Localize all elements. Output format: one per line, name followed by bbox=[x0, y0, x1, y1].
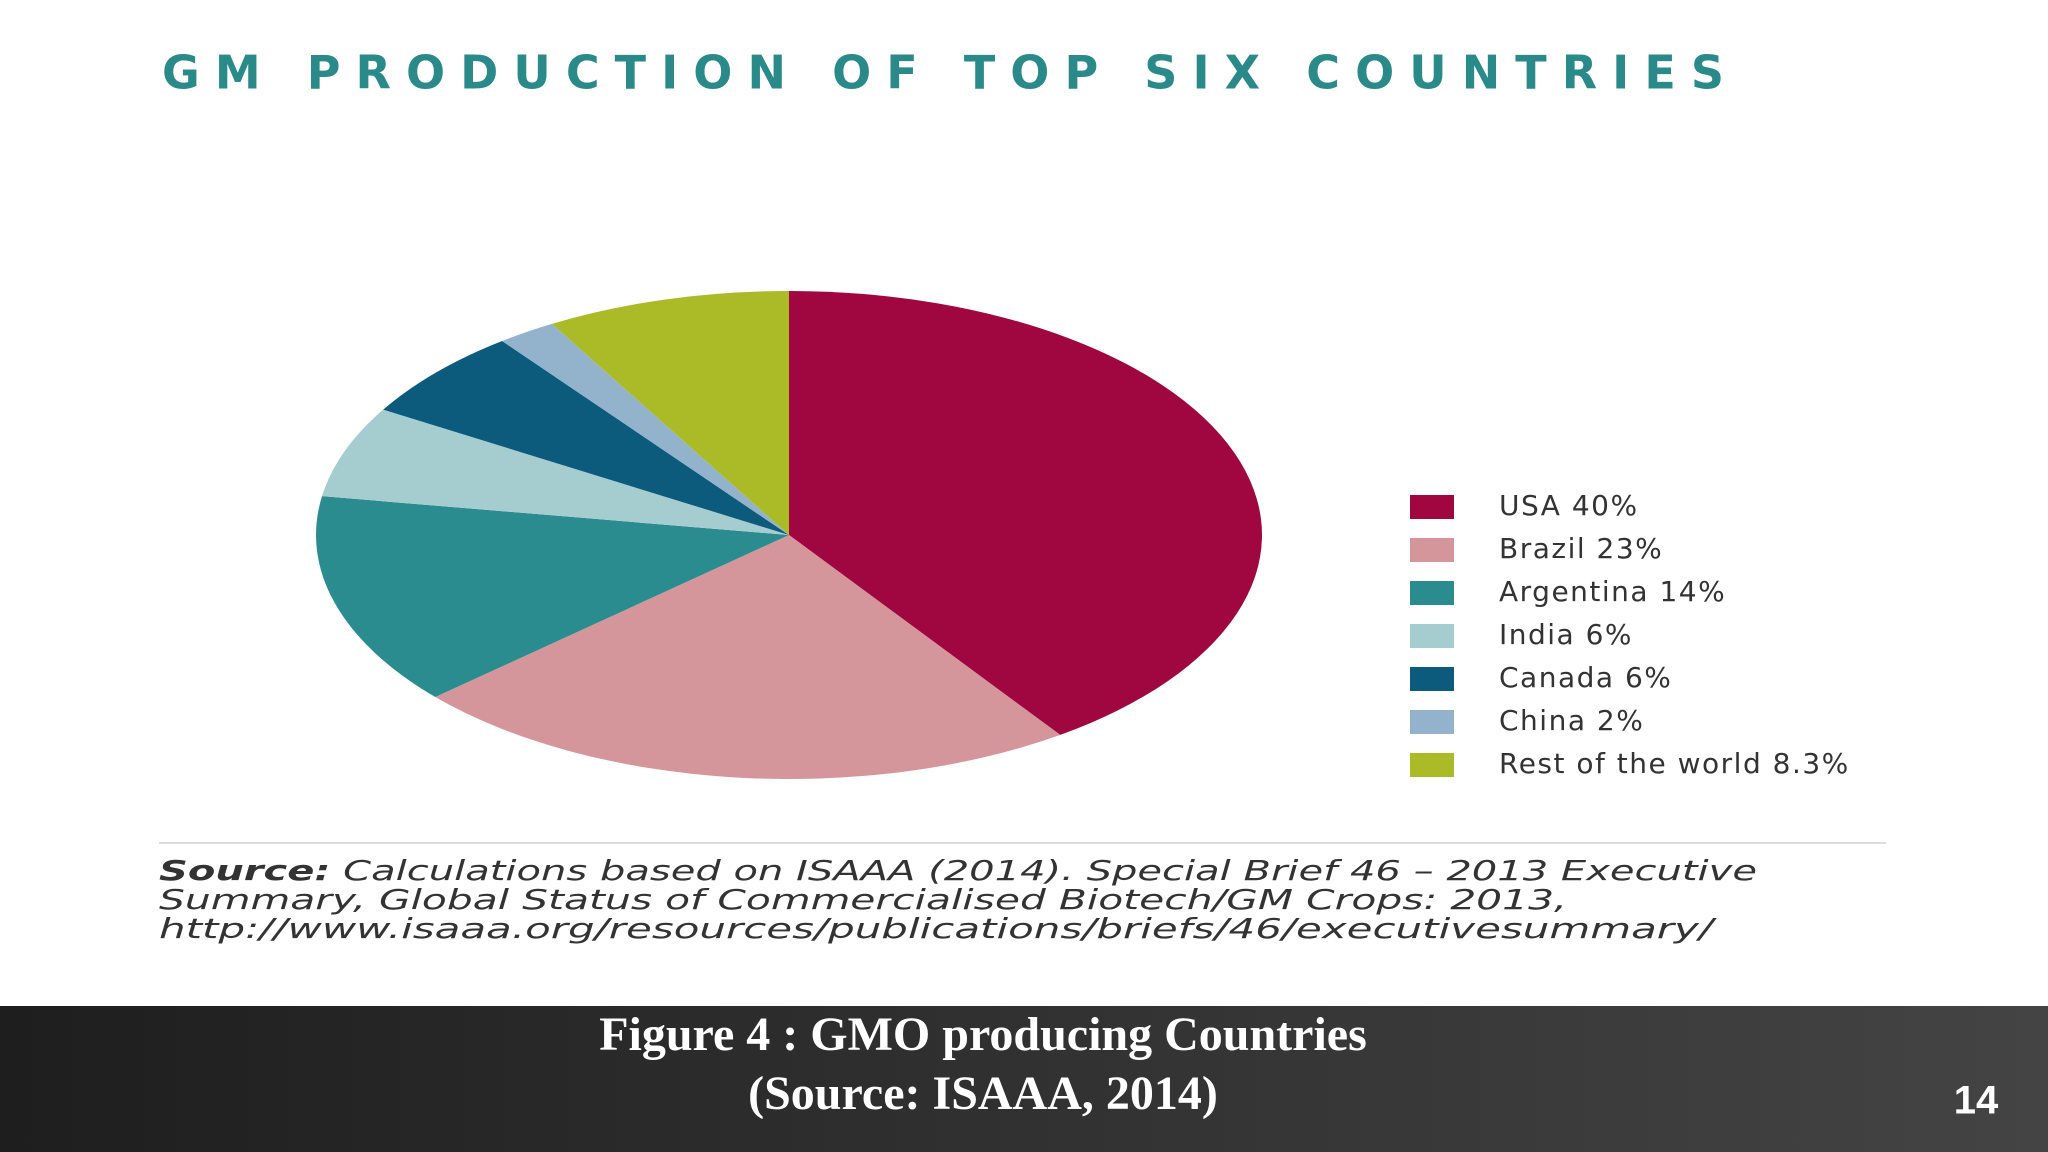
pie-slice bbox=[502, 323, 789, 535]
pie-slice bbox=[435, 535, 1061, 779]
caption: Figure 4 : GMO producing Countries bbox=[599, 1008, 1367, 1061]
legend-swatch bbox=[1410, 495, 1454, 519]
pie bbox=[315, 291, 1262, 779]
pie-slice bbox=[551, 291, 789, 535]
source-line: Summary, Global Status of Commercialised… bbox=[159, 883, 1567, 916]
caption: (Source: ISAAA, 2014) bbox=[748, 1067, 1218, 1120]
legend-label: Rest of the world 8.3% bbox=[1499, 747, 1850, 780]
legend-swatch bbox=[1410, 538, 1454, 562]
legend-label: Argentina 14% bbox=[1499, 575, 1726, 608]
source-line: http://www.isaaa.org/resources/publicati… bbox=[159, 912, 1717, 945]
legend-swatch bbox=[1410, 710, 1454, 734]
chart-title: GM PRODUCTION OF TOP SIX COUNTRIES bbox=[162, 46, 1724, 100]
pie-slice bbox=[789, 291, 1262, 735]
legend-label: Canada 6% bbox=[1499, 661, 1672, 694]
source-text: Calculations based on ISAAA (2014). Spec… bbox=[343, 854, 1757, 887]
legend-swatch bbox=[1410, 581, 1454, 605]
source-label: Source: bbox=[159, 854, 330, 887]
page-number: 14 bbox=[1954, 1079, 1999, 1123]
pie-slice bbox=[315, 496, 789, 698]
legend-swatch bbox=[1410, 667, 1454, 691]
legend: USA 40% Brazil 23% Argentina 14% India 6% Ca… bbox=[1410, 489, 1850, 780]
source-line: Source: Calculations based on ISAAA (201… bbox=[159, 854, 1757, 887]
pie-slice bbox=[322, 409, 789, 535]
legend-label: India 6% bbox=[1499, 618, 1633, 651]
caption-band bbox=[0, 1006, 2048, 1152]
pie-slice bbox=[383, 341, 789, 535]
legend-label: China 2% bbox=[1499, 704, 1644, 737]
legend-label: USA 40% bbox=[1499, 489, 1639, 522]
legend-label: Brazil 23% bbox=[1499, 532, 1663, 565]
legend-swatch bbox=[1410, 624, 1454, 648]
legend-swatch bbox=[1410, 753, 1454, 777]
